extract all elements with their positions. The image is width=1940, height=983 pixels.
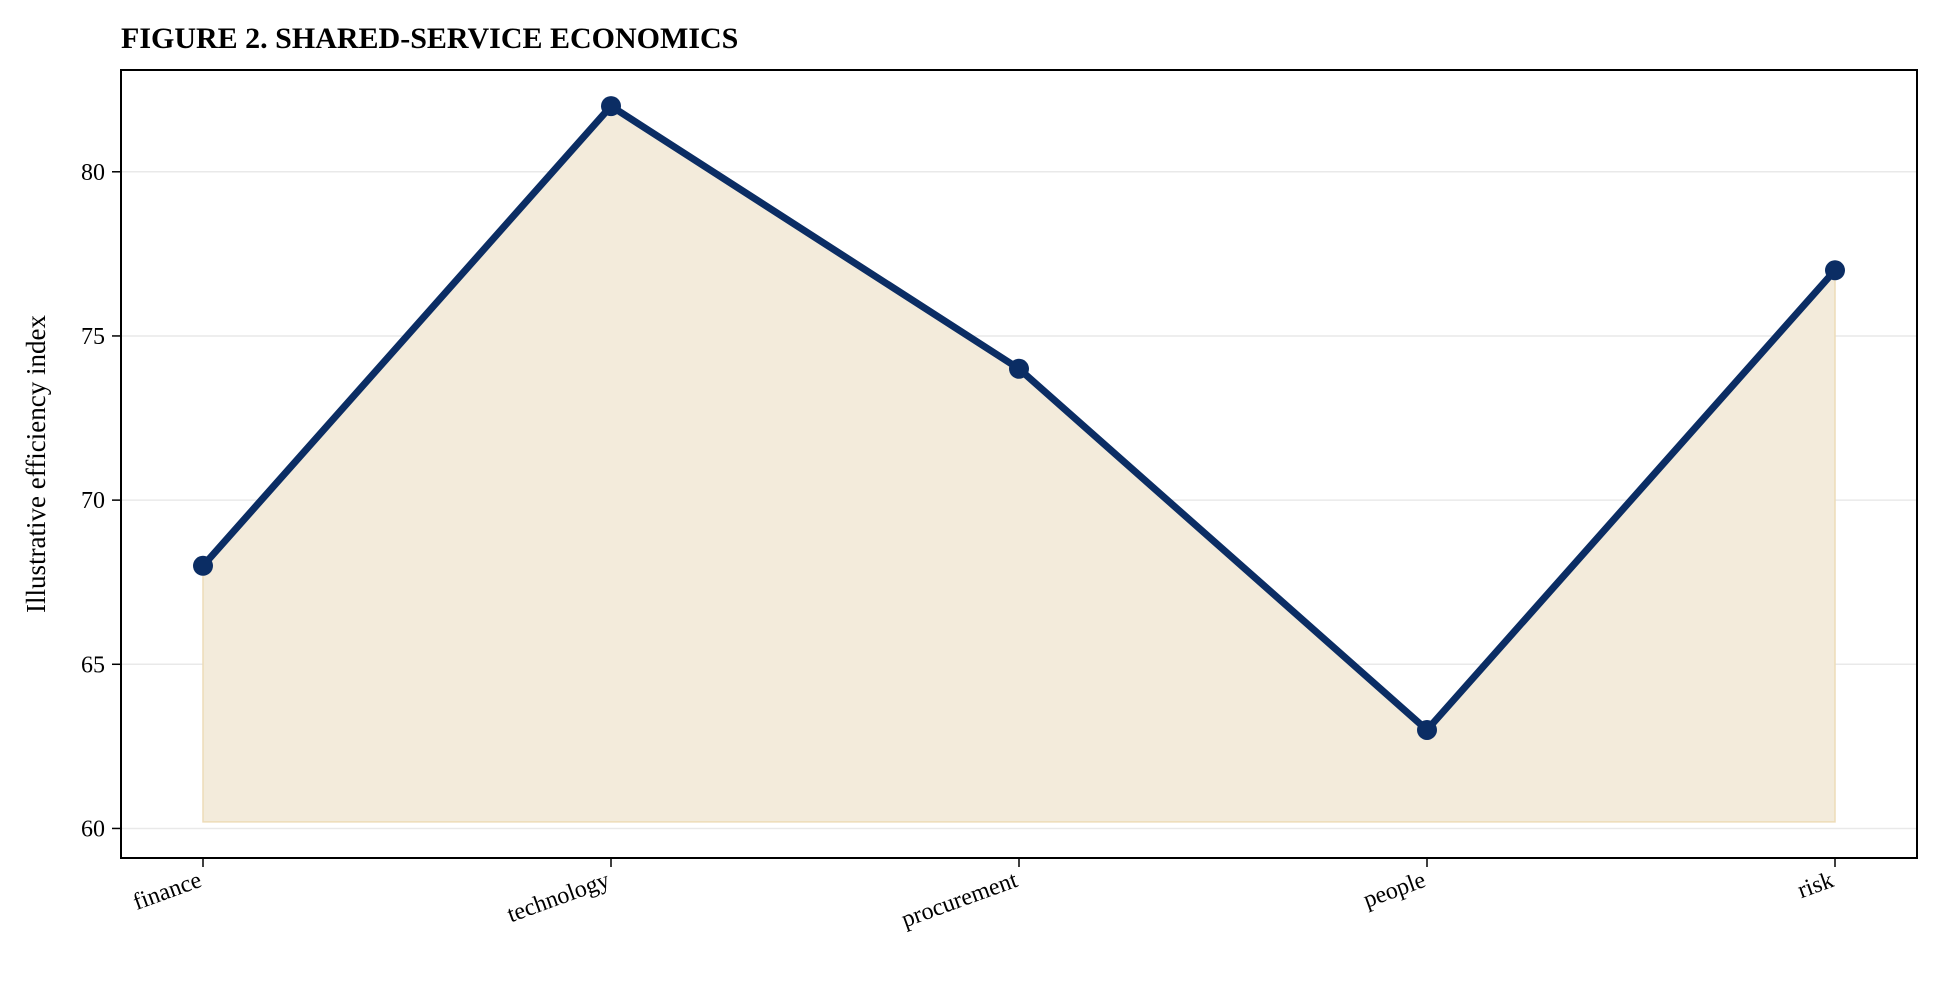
x-tick-label-finance: finance [130,867,205,916]
y-tick-label: 60 [81,816,105,842]
y-axis-label: Illustrative efficiency index [21,315,51,613]
x-tick-label-risk: risk [1794,867,1837,904]
chart-title: FIGURE 2. SHARED-SERVICE ECONOMICS [121,22,738,55]
y-axis: 60 65 70 75 80 [81,160,121,842]
y-tick-label: 75 [81,324,105,350]
x-axis: finance technology procurement people risk [130,858,1837,933]
data-point-technology [601,96,621,117]
data-point-procurement [1009,358,1029,379]
marker-layer [193,96,1845,740]
y-tick-label: 70 [81,488,105,514]
area-layer [202,105,1836,823]
data-point-risk [1825,260,1845,281]
x-tick-label-procurement: procurement [898,867,1021,933]
y-tick-label: 80 [81,160,105,186]
y-tick-label: 65 [81,652,105,678]
data-point-people [1417,719,1437,740]
data-point-finance [193,555,213,576]
area-fill [202,105,1836,823]
x-tick-label-technology: technology [504,867,613,928]
x-tick-label-people: people [1360,867,1429,913]
